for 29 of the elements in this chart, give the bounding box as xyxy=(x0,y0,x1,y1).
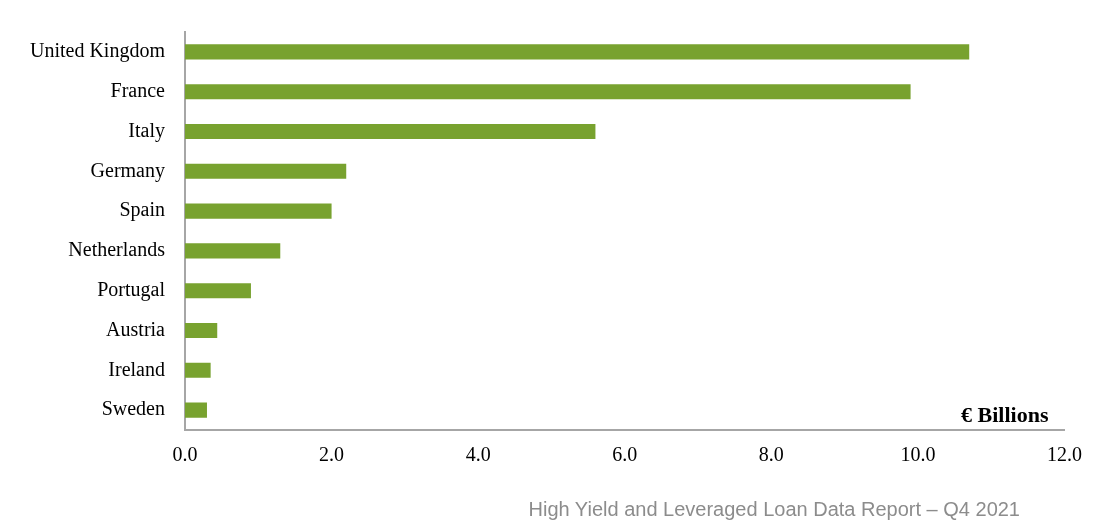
y-tick-label: Austria xyxy=(106,317,166,340)
x-tick-label: 0.0 xyxy=(172,443,198,466)
bar xyxy=(184,322,218,339)
bar xyxy=(184,243,281,259)
text: High Yield and Leveraged Loan Data Report – Q4 2021 xyxy=(528,497,1020,520)
bar xyxy=(184,123,596,140)
bar xyxy=(184,283,251,299)
x-tick-label: 10.0 xyxy=(900,443,936,466)
y-tick-label: Netherlands xyxy=(68,238,166,261)
y-tick-label: Italy xyxy=(128,118,165,142)
y-tick-label: France xyxy=(110,78,166,101)
y-tick-label: United Kingdom xyxy=(29,39,166,63)
y-tick-label: Portugal xyxy=(97,277,166,301)
x-tick-label: 6.0 xyxy=(612,443,638,466)
x-tick-label: 2.0 xyxy=(319,443,345,466)
bar xyxy=(184,163,347,179)
bar xyxy=(184,203,332,219)
x-axis-title: € Billions xyxy=(961,401,1049,427)
y-tick-label: Ireland xyxy=(108,357,165,380)
x-tick-label: 8.0 xyxy=(758,443,784,466)
x-tick-label: 12.0 xyxy=(1047,443,1082,466)
bar xyxy=(184,84,911,100)
x-tick-label: 4.0 xyxy=(465,443,491,466)
y-tick-label: Germany xyxy=(90,158,165,182)
y-tick-label: Sweden xyxy=(101,397,165,420)
bar xyxy=(184,44,970,60)
bar xyxy=(184,362,211,378)
y-tick-label: Spain xyxy=(119,198,165,222)
bar xyxy=(184,402,207,418)
